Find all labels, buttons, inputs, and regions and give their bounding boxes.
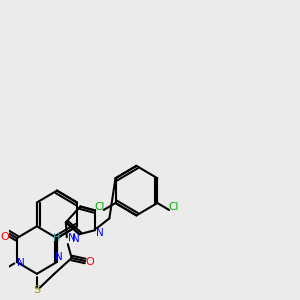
Text: N: N bbox=[17, 258, 25, 268]
Text: N: N bbox=[68, 233, 76, 243]
Text: S: S bbox=[33, 285, 40, 295]
Text: Cl: Cl bbox=[169, 202, 179, 212]
Text: N: N bbox=[96, 228, 104, 238]
Text: N: N bbox=[55, 252, 63, 262]
Text: N: N bbox=[72, 234, 80, 244]
Text: Cl: Cl bbox=[95, 202, 105, 212]
Text: O: O bbox=[86, 257, 94, 267]
Text: O: O bbox=[1, 232, 9, 242]
Text: H: H bbox=[53, 233, 60, 243]
